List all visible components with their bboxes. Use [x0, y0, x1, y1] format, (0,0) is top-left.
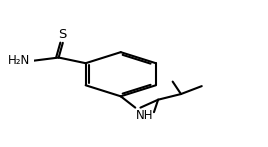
- Text: H₂N: H₂N: [8, 54, 31, 67]
- Text: NH: NH: [136, 109, 154, 122]
- Text: S: S: [59, 27, 67, 41]
